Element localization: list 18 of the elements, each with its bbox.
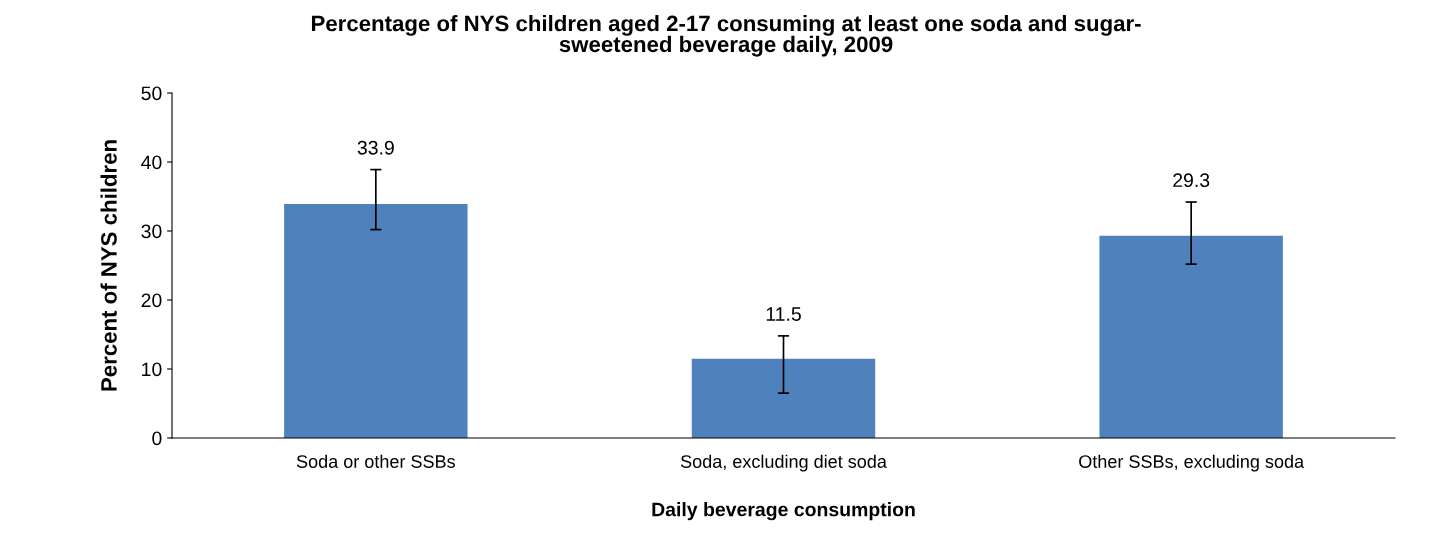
- x-tick-label: Soda, excluding diet soda: [680, 454, 887, 472]
- x-axis-title: Daily beverage consumption: [652, 502, 915, 521]
- y-tick-label: 30: [141, 224, 162, 239]
- x-tick-label: Other SSBs, excluding soda: [1079, 454, 1305, 472]
- y-axis-title: Percent of NYS children: [100, 140, 117, 391]
- data-label: 11.5: [766, 307, 801, 321]
- data-label: 33.9: [357, 140, 394, 155]
- y-tick-label: 40: [141, 155, 162, 170]
- x-tick-label: Soda or other SSBs: [296, 454, 455, 468]
- bar: [284, 204, 468, 438]
- chart-title: Percentage of NYS children aged 2-17 consuming at least one soda and sugar- sweetened beverage daily, 2009: [311, 15, 1141, 57]
- bar: [1099, 235, 1283, 438]
- y-tick-label: 50: [141, 86, 162, 101]
- y-tick-label: 20: [141, 293, 162, 308]
- y-tick-label: 10: [142, 362, 162, 377]
- y-tick-label: 0: [152, 431, 162, 446]
- data-label: 29.3: [1173, 173, 1210, 188]
- bar: [691, 358, 876, 438]
